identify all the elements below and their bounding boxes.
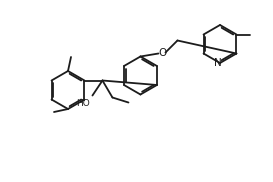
Text: O: O bbox=[158, 48, 167, 58]
Text: N: N bbox=[214, 58, 222, 68]
Text: HO: HO bbox=[76, 100, 90, 108]
